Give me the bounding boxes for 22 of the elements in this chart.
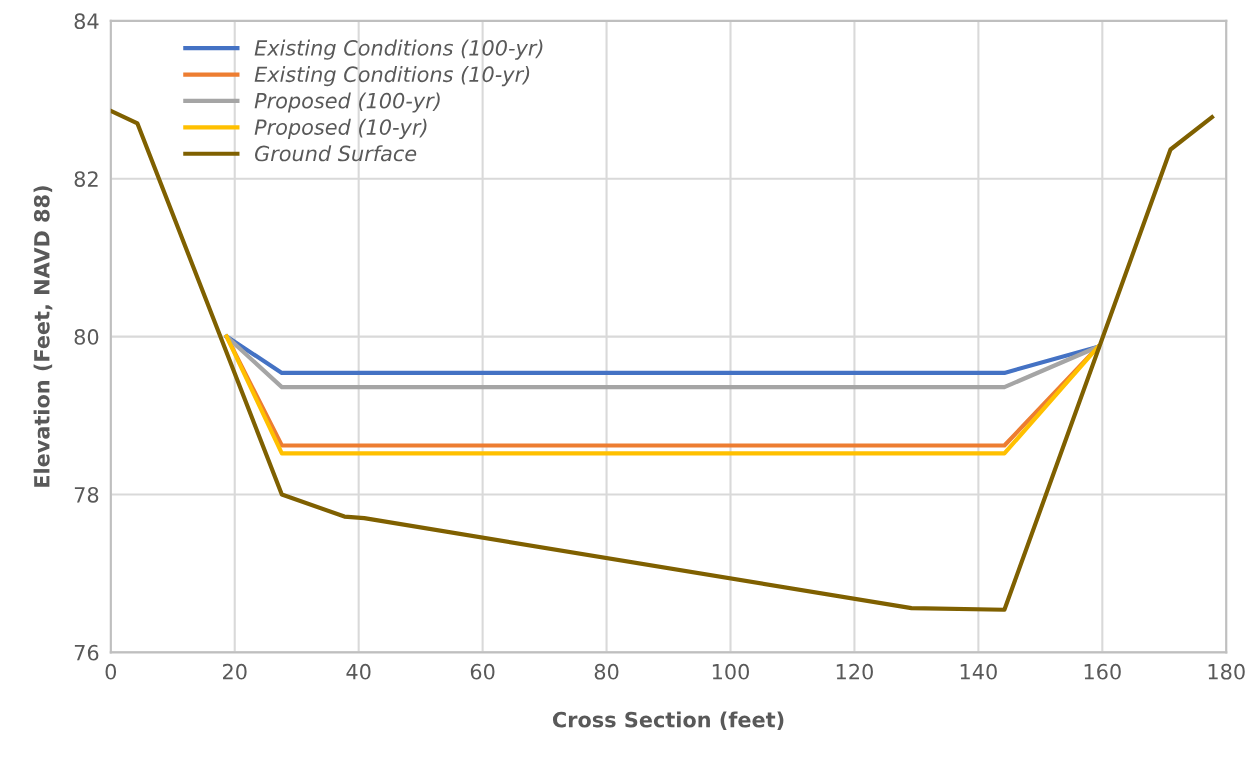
y-tick-label: 78 bbox=[74, 486, 99, 503]
x-tick-label: 160 bbox=[1084, 663, 1121, 680]
legend-label: Proposed (100-yr) bbox=[254, 92, 440, 113]
x-tick-label: 80 bbox=[594, 663, 619, 680]
x-tick-label: 40 bbox=[346, 663, 371, 680]
x-tick-label: 0 bbox=[105, 663, 117, 680]
legend-label: Existing Conditions (100-yr) bbox=[254, 39, 543, 60]
x-tick-label: 100 bbox=[712, 663, 749, 680]
y-tick-label: 80 bbox=[74, 329, 99, 345]
x-axis-title: Cross Section (feet) bbox=[552, 711, 784, 730]
x-tick-label: 180 bbox=[1208, 663, 1245, 680]
legend-label: Ground Surface bbox=[255, 145, 417, 162]
y-tick-label: 76 bbox=[74, 644, 99, 661]
y-axis-title: Elevation (Feet, NAVD 88) bbox=[33, 186, 53, 487]
legend-label: Existing Conditions (10-yr) bbox=[254, 66, 530, 87]
x-tick-label: 120 bbox=[836, 663, 873, 680]
y-tick-label: 84 bbox=[74, 13, 99, 30]
x-tick-label: 60 bbox=[470, 663, 495, 680]
x-tick-label: 140 bbox=[960, 663, 997, 680]
legend-label: Proposed (10-yr) bbox=[254, 118, 427, 139]
y-tick-label: 82 bbox=[74, 171, 98, 187]
x-tick-label: 20 bbox=[223, 663, 247, 680]
